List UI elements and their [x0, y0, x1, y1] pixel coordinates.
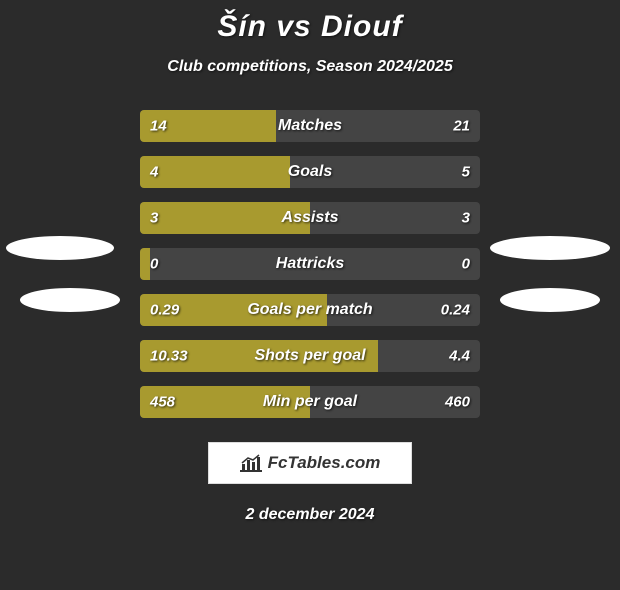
stat-bar-left — [140, 248, 150, 280]
decorative-ellipse — [490, 236, 610, 260]
stat-label: Min per goal — [263, 393, 357, 411]
stat-row: 0 0 Hattricks — [140, 248, 480, 280]
stat-label: Shots per goal — [254, 347, 365, 365]
stat-value-right: 5 — [462, 164, 470, 181]
stat-value-right: 0 — [462, 256, 470, 273]
stat-value-right: 4.4 — [449, 348, 470, 365]
decorative-ellipse — [500, 288, 600, 312]
footer-badge-text: FcTables.com — [268, 453, 381, 473]
decorative-ellipse — [6, 236, 114, 260]
stat-value-right: 0.24 — [441, 302, 470, 319]
comparison-chart: 14 21 Matches 4 5 Goals 3 3 Assists 0 0 Hattricks 0.… — [140, 110, 480, 418]
chart-icon — [240, 454, 262, 472]
stat-row: 0.29 0.24 Goals per match — [140, 294, 480, 326]
stat-label: Goals per match — [247, 301, 372, 319]
stat-row: 10.33 4.4 Shots per goal — [140, 340, 480, 372]
stat-label: Goals — [288, 163, 332, 181]
stats-area: 14 21 Matches 4 5 Goals 3 3 Assists 0 0 Hattricks 0.… — [0, 110, 620, 418]
stat-value-right: 460 — [445, 394, 470, 411]
page-title: Šín vs Diouf — [0, 10, 620, 44]
stat-bar-left — [140, 156, 290, 188]
footer-badge: FcTables.com — [208, 442, 412, 484]
stat-row: 458 460 Min per goal — [140, 386, 480, 418]
stat-row: 3 3 Assists — [140, 202, 480, 234]
stat-row: 4 5 Goals — [140, 156, 480, 188]
stat-value-left: 10.33 — [150, 348, 188, 365]
page-subtitle: Club competitions, Season 2024/2025 — [0, 58, 620, 76]
stat-value-left: 4 — [150, 164, 158, 181]
stat-value-left: 14 — [150, 118, 167, 135]
stat-label: Hattricks — [276, 255, 344, 273]
stat-value-right: 3 — [462, 210, 470, 227]
stat-value-right: 21 — [453, 118, 470, 135]
decorative-ellipse — [20, 288, 120, 312]
date-text: 2 december 2024 — [0, 506, 620, 524]
stat-value-left: 0 — [150, 256, 158, 273]
stat-label: Assists — [282, 209, 339, 227]
stat-value-left: 458 — [150, 394, 175, 411]
stat-value-left: 3 — [150, 210, 158, 227]
stat-value-left: 0.29 — [150, 302, 179, 319]
stat-row: 14 21 Matches — [140, 110, 480, 142]
stat-label: Matches — [278, 117, 342, 135]
